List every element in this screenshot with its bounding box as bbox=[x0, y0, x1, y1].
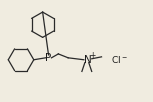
Text: Cl$^-$: Cl$^-$ bbox=[111, 54, 128, 65]
Text: N: N bbox=[84, 55, 92, 65]
Text: P: P bbox=[45, 53, 52, 63]
Text: +: + bbox=[89, 51, 95, 60]
